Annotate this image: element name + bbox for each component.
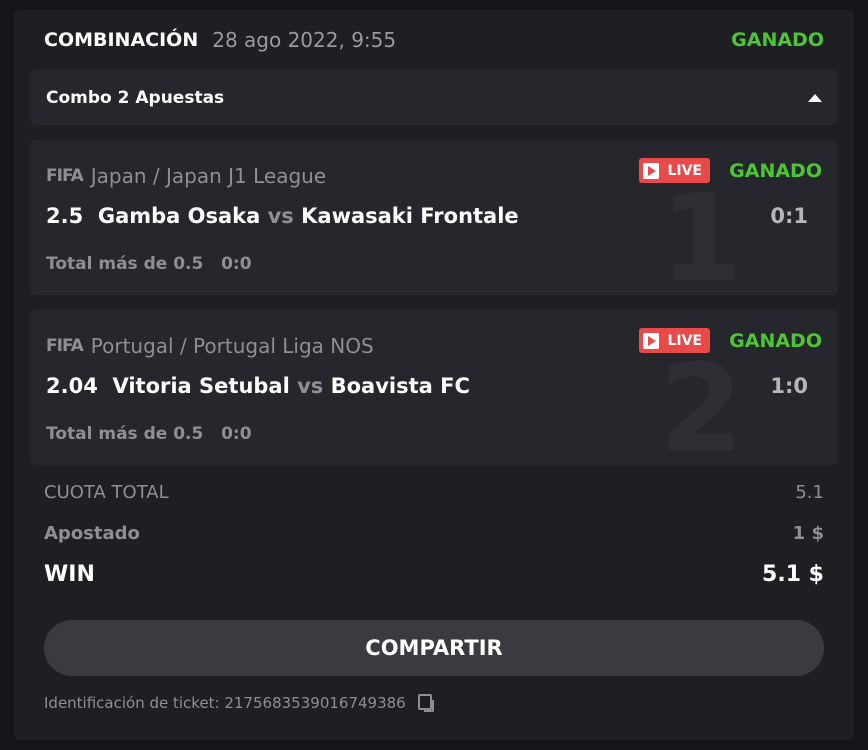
live-button[interactable]: LIVE bbox=[639, 158, 710, 183]
vs: vs bbox=[297, 374, 324, 398]
bet-date: 28 ago 2022, 9:55 bbox=[212, 28, 397, 52]
stake: 1 $ bbox=[792, 523, 824, 544]
copy-icon[interactable] bbox=[417, 694, 434, 712]
ticket-id: Identificación de ticket: 21756835390167… bbox=[44, 694, 406, 712]
home-team: Gamba Osaka bbox=[97, 204, 261, 228]
odds: 2.04 bbox=[46, 374, 98, 398]
win-label: WIN bbox=[44, 562, 95, 587]
win-row: WIN 5.1 $ bbox=[44, 562, 824, 587]
home-team: Vitoria Setubal bbox=[112, 374, 290, 398]
score: 1:0 bbox=[770, 374, 808, 398]
league: Portugal / Portugal Liga NOS bbox=[90, 334, 374, 358]
total-odds-row: CUOTA TOTAL 5.1 bbox=[44, 482, 824, 503]
status-badge: GANADO bbox=[729, 330, 822, 352]
stake-label: Apostado bbox=[44, 523, 140, 544]
match: 2.04 Vitoria Setubal vs Boavista FC bbox=[46, 374, 470, 398]
market: Total más de 0.5 0:0 bbox=[46, 424, 252, 444]
share-button[interactable]: COMPARTIR bbox=[44, 620, 824, 676]
away-team: Kawasaki Frontale bbox=[301, 204, 519, 228]
away-team: Boavista FC bbox=[330, 374, 470, 398]
odds: 2.5 bbox=[46, 204, 84, 228]
fifa-icon: FIFA bbox=[46, 336, 84, 356]
combo-toggle[interactable]: Combo 2 Apuestas bbox=[30, 70, 838, 125]
bet-type: COMBINACIÓN bbox=[44, 29, 199, 51]
fifa-icon: FIFA bbox=[46, 166, 84, 186]
live-button[interactable]: LIVE bbox=[639, 328, 710, 353]
market-label: Total más de 0.5 bbox=[46, 424, 204, 444]
live-label: LIVE bbox=[667, 332, 702, 349]
market: Total más de 0.5 0:0 bbox=[46, 254, 252, 274]
bet-index: 2 bbox=[659, 340, 744, 466]
stake-row: Apostado 1 $ bbox=[44, 523, 824, 544]
status-badge: GANADO bbox=[731, 29, 824, 51]
league: Japan / Japan J1 League bbox=[90, 164, 327, 188]
chevron-up-icon bbox=[808, 93, 822, 102]
vs: vs bbox=[267, 204, 294, 228]
bet-card: 2 FIFA Portugal / Portugal Liga NOS LIVE … bbox=[30, 310, 838, 465]
live-label: LIVE bbox=[667, 162, 702, 179]
total-odds: 5.1 bbox=[795, 482, 824, 503]
bet-index: 1 bbox=[659, 170, 744, 296]
score: 0:1 bbox=[770, 204, 808, 228]
market-label: Total más de 0.5 bbox=[46, 254, 204, 274]
match: 2.5 Gamba Osaka vs Kawasaki Frontale bbox=[46, 204, 519, 228]
total-odds-label: CUOTA TOTAL bbox=[44, 482, 169, 503]
market-score: 0:0 bbox=[221, 254, 252, 274]
status-badge: GANADO bbox=[729, 160, 822, 182]
market-score: 0:0 bbox=[221, 424, 252, 444]
play-icon bbox=[643, 332, 660, 349]
combo-label: Combo 2 Apuestas bbox=[46, 87, 225, 108]
play-icon bbox=[643, 162, 660, 179]
win-amount: 5.1 $ bbox=[762, 562, 824, 587]
bet-ticket: COMBINACIÓN 28 ago 2022, 9:55 GANADO Com… bbox=[14, 10, 854, 740]
bet-card: 1 FIFA Japan / Japan J1 League LIVE GANAD… bbox=[30, 140, 838, 295]
